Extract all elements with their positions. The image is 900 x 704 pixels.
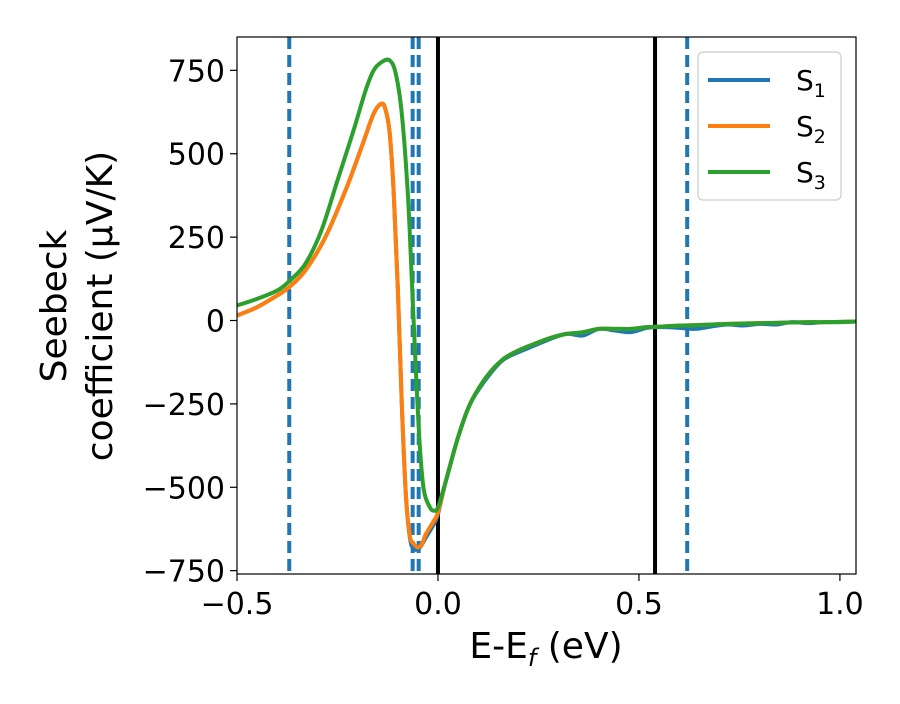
x-axis-label: E-Ef (eV) [469, 626, 622, 672]
y-tick-label: 500 [168, 138, 225, 173]
y-axis-label-line1: Seebeck [34, 229, 75, 382]
y-tick-label: −750 [143, 555, 225, 590]
y-tick-label: 0 [206, 305, 225, 340]
y-axis-ticks: 750 500 250 0 −250 −500 −750 [143, 54, 237, 590]
y-tick-label: −250 [143, 388, 225, 423]
x-axis-ticks: −0.5 0.0 0.5 1.0 [201, 574, 864, 622]
reference-lines [287, 37, 690, 574]
legend-label-S1: S1 [796, 64, 826, 102]
y-axis-label: Seebeck coefficient (μV/K) [34, 151, 121, 461]
legend-label-S2: S2 [796, 110, 826, 148]
y-axis-label-line2: coefficient (μV/K) [80, 151, 121, 461]
x-tick-label: 0.5 [615, 587, 663, 622]
x-tick-label: −0.5 [201, 587, 274, 622]
x-tick-label: 1.0 [816, 587, 864, 622]
plot-frame [236, 36, 857, 575]
legend: S1 S2 S3 [697, 51, 842, 201]
legend-label-S3: S3 [796, 156, 826, 194]
y-tick-label: 750 [168, 54, 225, 89]
y-tick-label: 250 [168, 221, 225, 256]
series-line-S3 [237, 57, 856, 513]
series-lines [237, 57, 856, 552]
x-tick-label: 0.0 [414, 587, 462, 622]
y-tick-label: −500 [143, 471, 225, 506]
